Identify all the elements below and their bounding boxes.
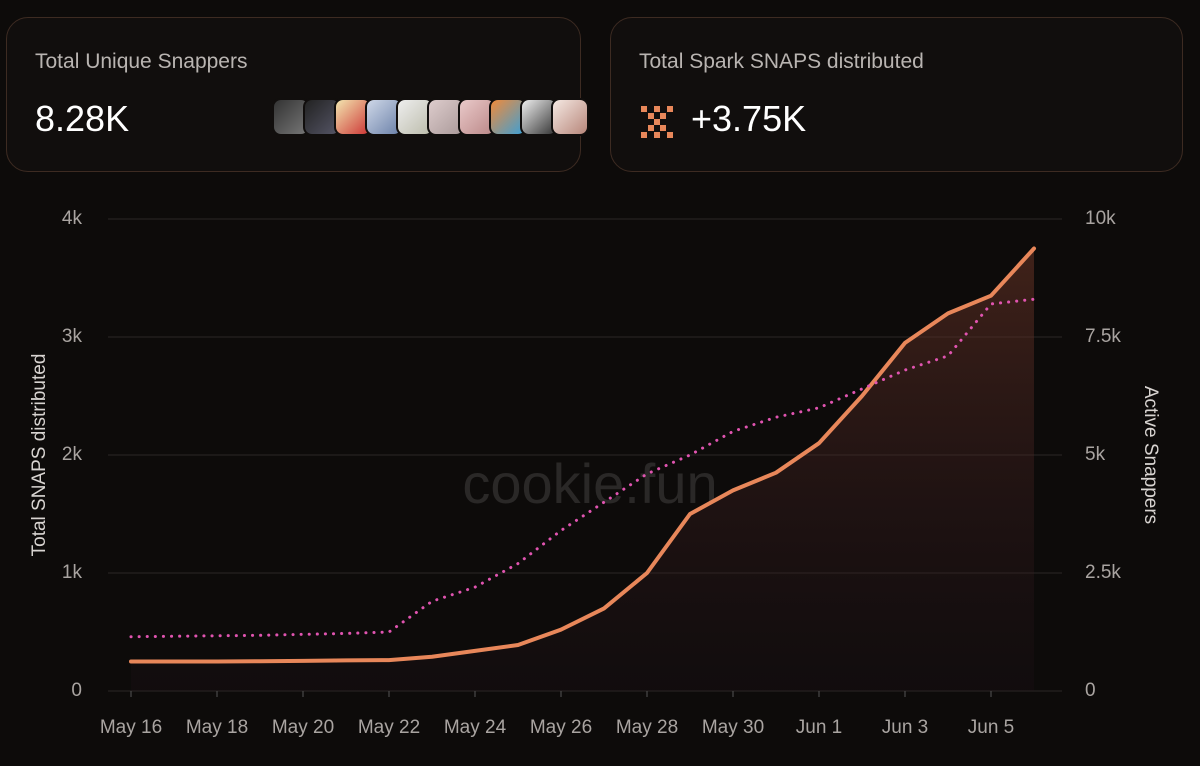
- x-tick-label: May 20: [272, 717, 334, 738]
- y2-tick-label: 2.5k: [1085, 562, 1121, 583]
- watermark: cookie.fun: [462, 452, 717, 515]
- y2-tick-label: 0: [1085, 680, 1096, 701]
- card: Total Spark SNAPS distributed +3.75K: [610, 17, 1183, 172]
- y2-tick-label: 5k: [1085, 444, 1106, 465]
- y-tick-label: 2k: [62, 444, 83, 465]
- card-value: +3.75K: [691, 98, 807, 139]
- x-tick-label: May 24: [444, 717, 507, 738]
- y-tick-label: 4k: [62, 208, 83, 229]
- x-tick-label: May 22: [358, 717, 420, 738]
- x-tick-label: Jun 3: [882, 717, 928, 738]
- x-tick-label: May 28: [616, 717, 678, 738]
- x-tick-label: May 16: [100, 717, 162, 738]
- x-tick-label: Jun 1: [796, 717, 842, 738]
- y-tick-label: 0: [71, 680, 82, 701]
- y-axis-title: Total SNAPS distributed: [29, 354, 50, 557]
- x-tick-label: May 26: [530, 717, 592, 738]
- card-label: Total Unique Snappers: [35, 50, 248, 73]
- card: Total Unique Snappers 8.28K: [6, 17, 589, 172]
- card-label: Total Spark SNAPS distributed: [639, 50, 924, 73]
- x-tick-label: May 18: [186, 717, 248, 738]
- series-line: [129, 246, 1036, 664]
- card-value: 8.28K: [35, 98, 130, 139]
- x-tick-label: May 30: [702, 717, 764, 738]
- avatar-list: [272, 98, 589, 136]
- avatar: [551, 98, 589, 136]
- y2-tick-label: 7.5k: [1085, 326, 1121, 347]
- y2-tick-label: 10k: [1085, 208, 1116, 229]
- y-tick-label: 1k: [62, 562, 83, 583]
- x-tick-label: Jun 5: [968, 717, 1014, 738]
- spark-icon: [641, 106, 673, 138]
- y2-axis-title: Active Snappers: [1140, 386, 1161, 524]
- area: [131, 248, 1034, 691]
- series-line: [129, 297, 1036, 639]
- y-tick-label: 3k: [62, 326, 83, 347]
